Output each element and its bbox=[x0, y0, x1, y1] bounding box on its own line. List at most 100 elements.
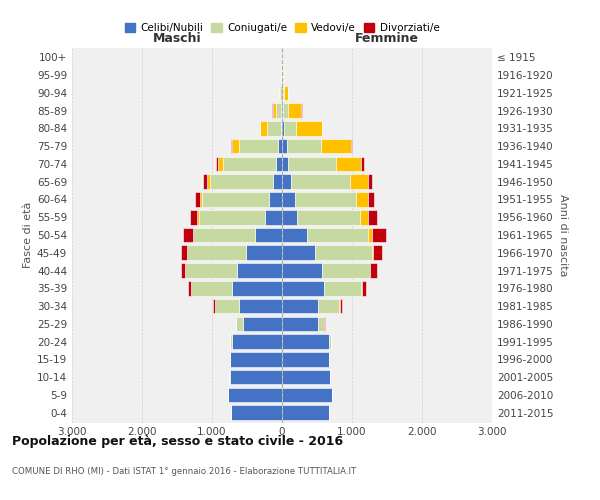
Bar bbox=[284, 121, 296, 136]
Bar bbox=[239, 299, 282, 314]
Bar bbox=[256, 228, 282, 242]
Bar bbox=[276, 156, 282, 171]
Bar bbox=[232, 334, 282, 349]
Bar bbox=[269, 192, 282, 206]
Bar bbox=[368, 192, 374, 206]
Bar bbox=[273, 174, 282, 189]
Bar bbox=[210, 174, 273, 189]
Bar bbox=[191, 281, 232, 295]
Bar bbox=[307, 228, 368, 242]
Bar bbox=[231, 406, 282, 420]
Bar bbox=[276, 104, 281, 118]
Bar bbox=[282, 352, 329, 366]
Bar bbox=[223, 156, 276, 171]
Bar bbox=[245, 246, 282, 260]
Bar bbox=[202, 192, 269, 206]
Bar bbox=[282, 370, 331, 384]
Bar bbox=[289, 156, 336, 171]
Bar bbox=[207, 174, 210, 189]
Bar bbox=[197, 210, 199, 224]
Bar bbox=[336, 156, 361, 171]
Bar bbox=[283, 68, 284, 82]
Bar bbox=[203, 174, 207, 189]
Bar bbox=[298, 210, 361, 224]
Bar bbox=[291, 174, 350, 189]
Bar bbox=[199, 210, 265, 224]
Bar bbox=[230, 334, 232, 349]
Bar bbox=[260, 121, 266, 136]
Bar bbox=[181, 264, 185, 278]
Bar bbox=[228, 388, 282, 402]
Bar bbox=[315, 246, 371, 260]
Bar bbox=[318, 316, 325, 331]
Bar bbox=[282, 334, 329, 349]
Bar bbox=[282, 104, 283, 118]
Bar bbox=[181, 246, 187, 260]
Bar bbox=[340, 299, 341, 314]
Bar bbox=[287, 139, 320, 154]
Bar bbox=[196, 192, 200, 206]
Bar bbox=[243, 316, 282, 331]
Bar bbox=[265, 210, 282, 224]
Bar bbox=[282, 210, 298, 224]
Bar bbox=[282, 139, 287, 154]
Bar bbox=[216, 156, 218, 171]
Bar bbox=[272, 104, 276, 118]
Bar bbox=[184, 228, 193, 242]
Bar bbox=[368, 174, 372, 189]
Bar bbox=[373, 246, 382, 260]
Bar bbox=[215, 299, 239, 314]
Bar bbox=[283, 104, 288, 118]
Bar bbox=[282, 246, 315, 260]
Bar bbox=[190, 210, 197, 224]
Bar bbox=[350, 174, 368, 189]
Bar bbox=[282, 121, 284, 136]
Bar bbox=[185, 264, 237, 278]
Bar bbox=[295, 192, 356, 206]
Bar bbox=[282, 228, 307, 242]
Bar bbox=[282, 174, 291, 189]
Legend: Celibi/Nubili, Coniugati/e, Vedovi/e, Divorziati/e: Celibi/Nubili, Coniugati/e, Vedovi/e, Di… bbox=[121, 19, 443, 38]
Bar bbox=[282, 281, 324, 295]
Bar bbox=[282, 406, 329, 420]
Bar bbox=[231, 139, 232, 154]
Bar bbox=[318, 299, 340, 314]
Bar bbox=[370, 264, 377, 278]
Y-axis label: Fasce di età: Fasce di età bbox=[23, 202, 33, 268]
Bar bbox=[362, 281, 366, 295]
Bar bbox=[324, 281, 361, 295]
Bar bbox=[282, 192, 295, 206]
Bar bbox=[266, 121, 281, 136]
Bar bbox=[232, 139, 239, 154]
Bar bbox=[281, 121, 282, 136]
Bar bbox=[232, 281, 282, 295]
Bar bbox=[356, 192, 368, 206]
Bar bbox=[371, 246, 373, 260]
Bar bbox=[281, 104, 282, 118]
Bar bbox=[329, 334, 331, 349]
Bar bbox=[361, 156, 364, 171]
Bar bbox=[282, 388, 332, 402]
Bar bbox=[288, 104, 301, 118]
Bar bbox=[372, 228, 386, 242]
Bar bbox=[322, 264, 370, 278]
Bar bbox=[239, 139, 278, 154]
Bar bbox=[193, 228, 256, 242]
Bar bbox=[361, 210, 368, 224]
Y-axis label: Anni di nascita: Anni di nascita bbox=[557, 194, 568, 276]
Bar bbox=[229, 370, 282, 384]
Bar bbox=[282, 316, 318, 331]
Bar bbox=[278, 139, 282, 154]
Bar bbox=[236, 316, 243, 331]
Bar bbox=[218, 156, 223, 171]
Bar bbox=[279, 86, 280, 100]
Text: Popolazione per età, sesso e stato civile - 2016: Popolazione per età, sesso e stato civil… bbox=[12, 435, 343, 448]
Bar bbox=[214, 299, 215, 314]
Text: Femmine: Femmine bbox=[355, 32, 419, 45]
Bar bbox=[230, 352, 282, 366]
Bar bbox=[283, 86, 284, 100]
Text: COMUNE DI RHO (MI) - Dati ISTAT 1° gennaio 2016 - Elaborazione TUTTITALIA.IT: COMUNE DI RHO (MI) - Dati ISTAT 1° genna… bbox=[12, 468, 356, 476]
Bar bbox=[350, 139, 352, 154]
Bar bbox=[284, 86, 288, 100]
Bar bbox=[188, 281, 191, 295]
